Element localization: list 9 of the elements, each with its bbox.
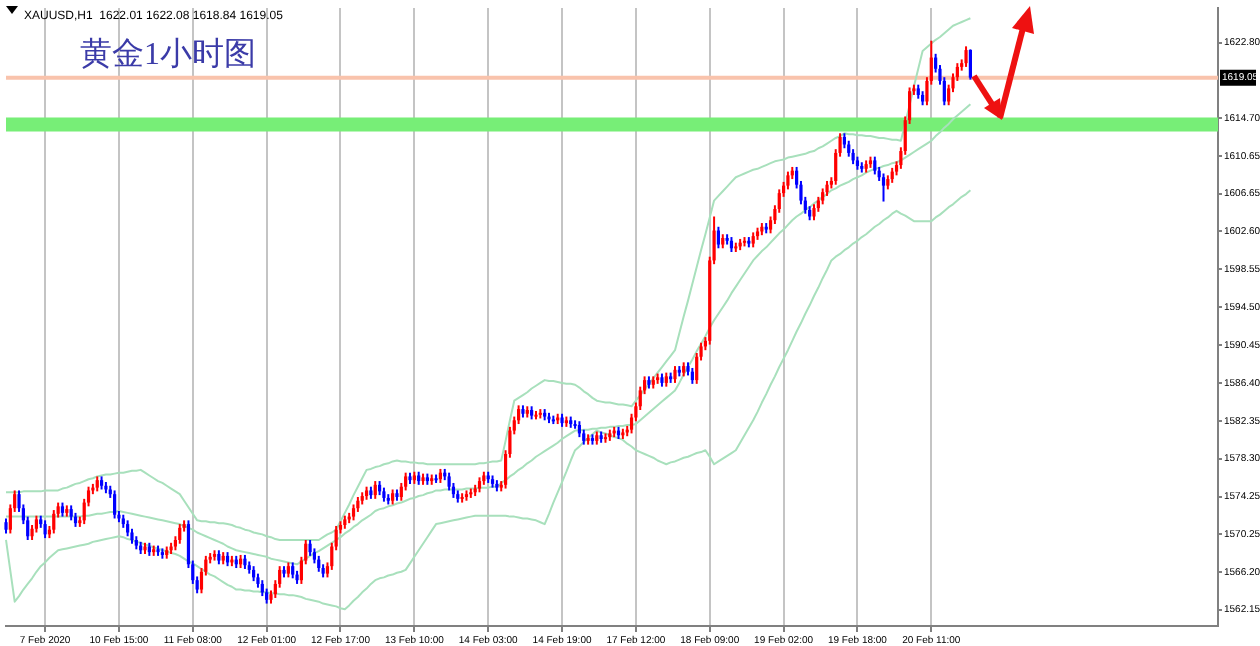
candlestick bbox=[881, 172, 886, 203]
candlestick bbox=[716, 225, 721, 250]
text: 黄金1小时图 bbox=[80, 36, 256, 73]
candlestick bbox=[52, 509, 56, 535]
candlestick bbox=[113, 489, 117, 520]
candlestick bbox=[964, 45, 968, 68]
candlestick bbox=[517, 404, 521, 426]
candlestick bbox=[968, 48, 972, 81]
candlestick bbox=[178, 523, 182, 545]
